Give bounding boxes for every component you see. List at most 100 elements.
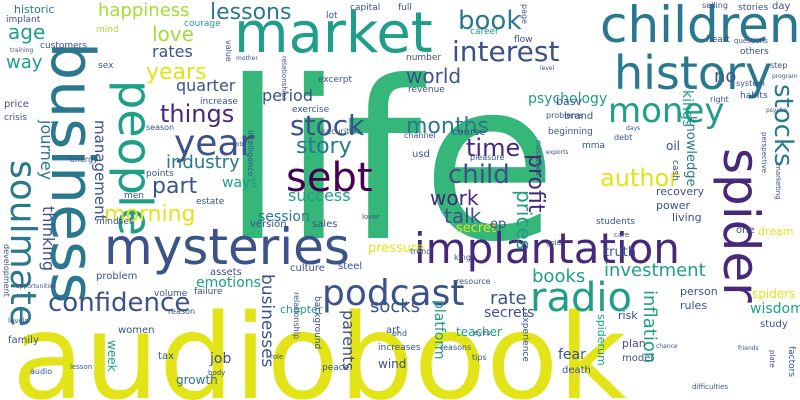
word-selling: selling <box>702 1 728 10</box>
word-excerpt: excerpt <box>318 75 352 85</box>
word-energy: energy <box>70 155 98 164</box>
word-life: life <box>222 34 558 290</box>
word-customers: customers <box>40 41 88 51</box>
word-period: period <box>262 86 313 105</box>
word-child: child <box>448 160 510 190</box>
word-relationship: relationship <box>292 292 301 340</box>
word-study: study <box>760 319 788 330</box>
word-brand: brand <box>564 111 594 122</box>
word-number: number <box>406 53 442 63</box>
word-debt: debt <box>614 133 633 142</box>
word-peace: peace <box>322 363 350 373</box>
word-implantation: implantation <box>414 224 680 273</box>
word-marketing: marketing <box>774 164 782 200</box>
word-program: program <box>772 73 798 80</box>
word-men: men <box>124 191 145 201</box>
word-sales: sales <box>312 219 338 230</box>
word-rates: rates <box>152 42 193 61</box>
word-end: end <box>392 329 408 338</box>
word-reason: reason <box>168 307 196 316</box>
word-exercise: exercise <box>292 105 330 115</box>
word-page: page <box>520 4 529 24</box>
word-heart: heart <box>706 35 730 45</box>
word-opportunities: opportunities <box>16 283 56 290</box>
word-jobs: jobs <box>234 141 247 148</box>
word-plate: plate <box>768 350 776 368</box>
word-teacher: teacher <box>456 325 502 339</box>
word-stocks: stocks <box>768 84 798 167</box>
word-wisdom: wisdom <box>750 301 800 317</box>
word-truth: truth <box>604 245 637 260</box>
word-rate: rate <box>490 288 527 309</box>
word-things: things <box>160 100 235 128</box>
word-sebt: sebt <box>286 155 373 201</box>
word-author: author <box>600 164 680 192</box>
word-estate: estate <box>196 197 225 207</box>
word-historic: historic <box>14 3 55 16</box>
word-age: age <box>8 20 46 44</box>
word-death: death <box>562 365 591 376</box>
word-trend: trend <box>410 247 432 256</box>
word-usd: usd <box>412 149 430 160</box>
word-capital: capital <box>350 3 381 13</box>
word-culture: culture <box>290 263 325 274</box>
word-thinking: thinking <box>39 206 58 272</box>
word-work: work <box>430 186 479 210</box>
word-family: family <box>8 335 39 346</box>
word-week: week <box>105 340 119 372</box>
word-points: points <box>146 169 174 179</box>
word-happiness: happiness <box>98 0 190 21</box>
word-increase: increase <box>200 97 238 107</box>
word-time: time <box>466 134 521 162</box>
word-step: step <box>770 61 788 70</box>
word-secret: secret <box>456 221 497 236</box>
word-problem: problem <box>96 271 138 282</box>
word-mother: mother <box>236 55 258 62</box>
word-implant: implant <box>6 15 41 25</box>
word-market: market <box>234 1 433 66</box>
word-spiderum: spiderum <box>595 314 608 366</box>
word-factors: factors <box>786 346 796 378</box>
word-stories: stories <box>738 3 769 13</box>
word-audio: audio <box>30 367 53 376</box>
word-care: care <box>614 231 630 239</box>
word-money: money <box>608 91 725 131</box>
word-role: role <box>270 353 284 361</box>
word-chance: chance <box>656 343 678 350</box>
word-assets: assets <box>210 267 242 278</box>
word-body: body <box>208 369 226 377</box>
word-gold: gold <box>546 239 562 247</box>
word-quarter: quarter <box>176 76 236 95</box>
word-dream: dream <box>758 225 794 238</box>
word-day: day <box>772 1 791 12</box>
word-lot: lot <box>326 11 338 21</box>
word-failure: failure <box>194 287 223 297</box>
word-emotions: emotions <box>196 275 261 291</box>
word-rules: rules <box>680 299 708 312</box>
word-children: children <box>600 0 800 54</box>
word-pleasure: pleasure <box>470 153 505 162</box>
word-books: books <box>532 266 586 287</box>
word-way: way <box>6 52 43 73</box>
word-spider: spider <box>712 148 770 303</box>
word-management: management <box>91 120 109 221</box>
word-morning: morning <box>104 202 196 227</box>
word-platform: platform <box>431 300 447 360</box>
word-radio: radio <box>530 275 632 321</box>
word-business: business <box>37 42 107 304</box>
word-session: session <box>258 209 310 225</box>
word-psycho: psycho <box>766 107 788 114</box>
word-ep: ep <box>490 217 507 232</box>
word-kings: kings <box>679 90 695 128</box>
word-podcast: podcast <box>322 273 465 314</box>
word-interest: interest <box>452 35 560 68</box>
word-people: people <box>108 80 162 236</box>
word-perspective: perspective <box>760 132 768 174</box>
word-pressure: pressure <box>368 241 425 256</box>
word-exports: exports <box>546 149 569 156</box>
word-person: person <box>680 285 718 298</box>
word-background: background <box>312 296 322 350</box>
word-success: success <box>288 186 351 205</box>
word-mind: mind <box>96 25 119 35</box>
word-beginning: beginning <box>548 127 593 137</box>
